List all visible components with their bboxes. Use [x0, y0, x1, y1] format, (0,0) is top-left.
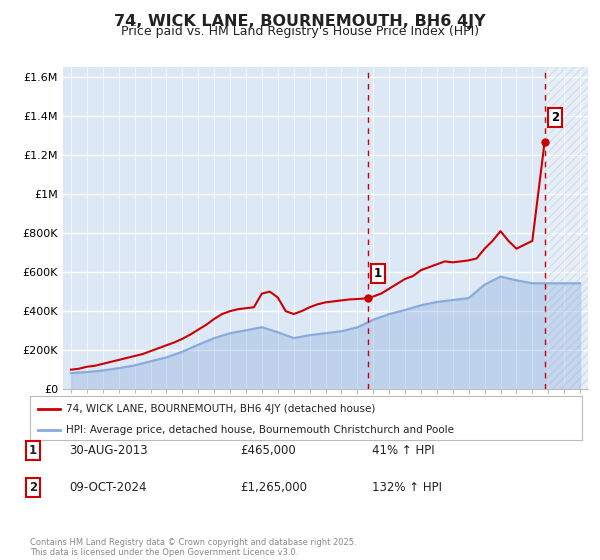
Text: 132% ↑ HPI: 132% ↑ HPI: [372, 480, 442, 494]
Text: 30-AUG-2013: 30-AUG-2013: [69, 444, 148, 458]
Text: 74, WICK LANE, BOURNEMOUTH, BH6 4JY (detached house): 74, WICK LANE, BOURNEMOUTH, BH6 4JY (det…: [66, 404, 375, 413]
Text: 1: 1: [374, 267, 382, 280]
Text: £465,000: £465,000: [240, 444, 296, 458]
Text: 2: 2: [551, 111, 559, 124]
Text: 41% ↑ HPI: 41% ↑ HPI: [372, 444, 434, 458]
Text: £1,265,000: £1,265,000: [240, 480, 307, 494]
Text: 2: 2: [29, 480, 37, 494]
Bar: [545, 67, 588, 389]
Text: HPI: Average price, detached house, Bournemouth Christchurch and Poole: HPI: Average price, detached house, Bour…: [66, 425, 454, 435]
Text: 1: 1: [29, 444, 37, 458]
Text: Price paid vs. HM Land Registry's House Price Index (HPI): Price paid vs. HM Land Registry's House …: [121, 25, 479, 38]
Text: 74, WICK LANE, BOURNEMOUTH, BH6 4JY: 74, WICK LANE, BOURNEMOUTH, BH6 4JY: [114, 14, 486, 29]
Text: 09-OCT-2024: 09-OCT-2024: [69, 480, 146, 494]
Text: Contains HM Land Registry data © Crown copyright and database right 2025.
This d: Contains HM Land Registry data © Crown c…: [30, 538, 356, 557]
